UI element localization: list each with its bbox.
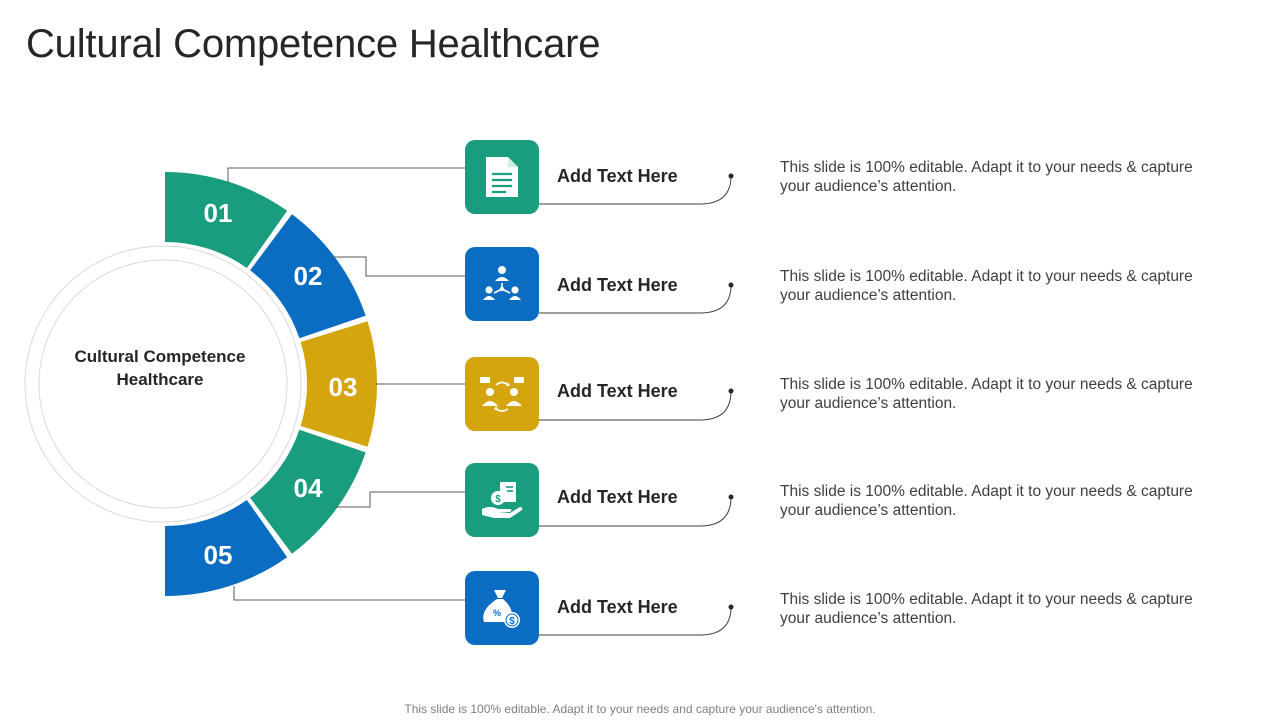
money-hand-icon: $: [482, 482, 523, 518]
pointer-dot-02: [728, 282, 734, 288]
icon-box-05[interactable]: $ %: [465, 571, 539, 645]
segment-01[interactable]: [165, 172, 288, 268]
pointer-dot-05: [728, 604, 734, 610]
item-desc-01: This slide is 100% editable. Adapt it to…: [780, 159, 1193, 195]
segment-number-01: 01: [204, 198, 233, 228]
item-desc-05: This slide is 100% editable. Adapt it to…: [780, 591, 1193, 627]
icon-box-01[interactable]: [465, 140, 539, 214]
item-label-05: Add Text Here: [557, 597, 678, 617]
segment-number-03: 03: [329, 372, 358, 402]
pointer-dot-01: [728, 173, 734, 179]
icon-box-04[interactable]: $: [465, 463, 539, 537]
footer-note: This slide is 100% editable. Adapt it to…: [404, 702, 876, 716]
item-desc-04: This slide is 100% editable. Adapt it to…: [780, 483, 1193, 519]
item-label-02: Add Text Here: [557, 275, 678, 295]
item-label-04: Add Text Here: [557, 487, 678, 507]
pointer-line-05: [539, 606, 732, 636]
item-desc-03: This slide is 100% editable. Adapt it to…: [780, 376, 1193, 412]
people-network-icon: [483, 266, 521, 300]
item-label-03: Add Text Here: [557, 381, 678, 401]
connector-05: [233, 586, 465, 601]
outer-ring: [24, 245, 302, 523]
pointer-dot-04: [728, 494, 734, 500]
segment-number-02: 02: [294, 261, 323, 291]
item-desc-02: This slide is 100% editable. Adapt it to…: [780, 268, 1193, 304]
pointer-dot-03: [728, 388, 734, 394]
segment-05[interactable]: [165, 500, 288, 596]
pointer-line-03: [539, 390, 732, 421]
pointer-line-01: [539, 175, 732, 205]
segment-03[interactable]: [300, 321, 377, 447]
slide-title: Cultural Competence Healthcare: [26, 22, 601, 66]
connector-02: [333, 256, 465, 277]
icon-box-03[interactable]: [465, 357, 539, 431]
segment-number-04: 04: [294, 473, 323, 503]
icon-box-02[interactable]: [465, 247, 539, 321]
segment-02[interactable]: [250, 214, 366, 339]
document-icon: [486, 157, 518, 197]
people-exchange-icon: [480, 377, 524, 412]
segment-number-05: 05: [204, 540, 233, 570]
connector-04: [336, 491, 465, 508]
svg-text:%: %: [493, 608, 501, 618]
inner-circle: [38, 259, 288, 509]
pointer-line-04: [539, 496, 732, 527]
svg-text:$: $: [509, 616, 515, 627]
svg-text:$: $: [495, 494, 501, 505]
segment-04[interactable]: [250, 429, 366, 554]
pointer-line-02: [539, 284, 732, 314]
money-bag-icon: $ %: [483, 590, 520, 628]
connector-01: [227, 167, 465, 183]
item-label-01: Add Text Here: [557, 166, 678, 186]
center-label: Cultural Competence Healthcare: [74, 347, 246, 389]
